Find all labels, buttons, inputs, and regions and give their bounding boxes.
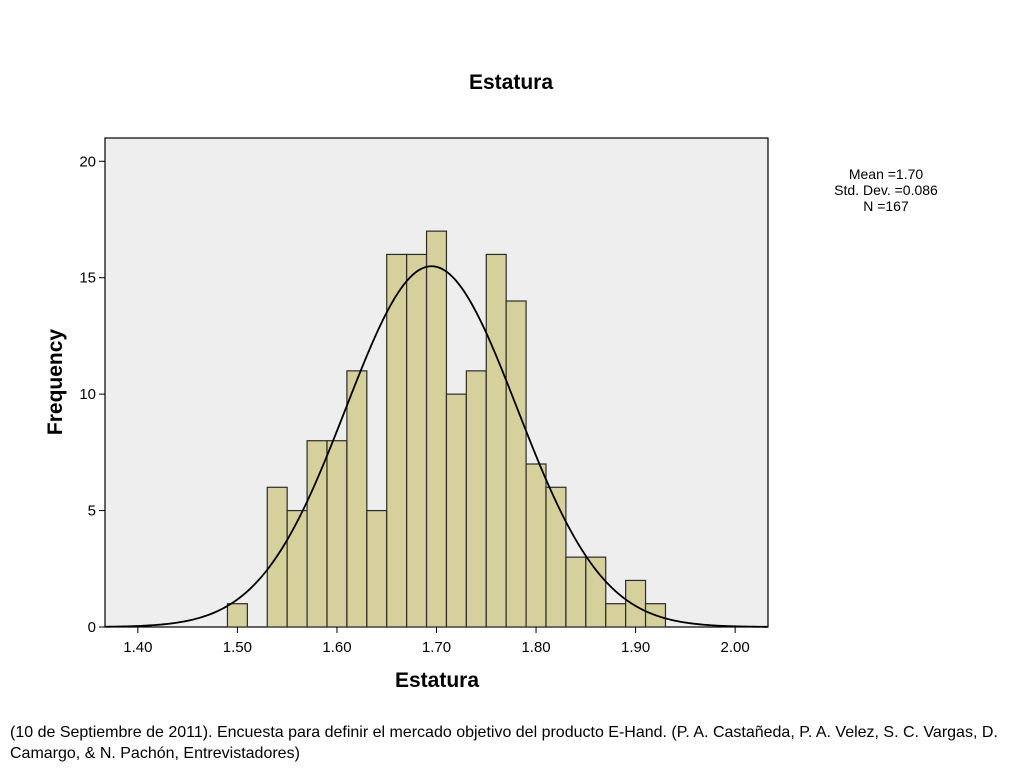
stats-n: N =167: [863, 198, 909, 214]
x-tick-label: 2.00: [721, 639, 750, 656]
x-tick-label: 1.90: [621, 639, 650, 656]
histogram-bar-12: [485, 253, 507, 628]
histogram-bar-19: [625, 579, 647, 628]
stats-std-dev: Std. Dev. =0.086: [834, 182, 938, 198]
x-tick-label: 1.80: [521, 639, 550, 656]
histogram-bar-14: [525, 463, 547, 628]
x-tick-label: 1.60: [322, 639, 351, 656]
y-tick-label: 15: [79, 270, 96, 287]
y-axis-label: Frequency: [44, 329, 67, 436]
histogram-bar-6: [366, 509, 388, 628]
histogram-bar-5: [346, 370, 368, 628]
histogram-bar-7: [386, 253, 408, 628]
histogram-bar-2: [286, 509, 308, 628]
x-axis-ticks: 1.40 1.50 1.60 1.70 1.80 1.90 2.00: [123, 627, 750, 656]
histogram-bar-3: [306, 440, 328, 628]
histogram-bar-8: [406, 253, 428, 628]
histogram-bar-15: [545, 486, 567, 628]
histogram-bar-18: [605, 603, 627, 628]
histogram-bar-9: [425, 230, 448, 628]
y-tick-label: 20: [79, 153, 96, 170]
histogram-bar-4: [326, 440, 348, 628]
y-tick-label: 0: [88, 619, 96, 636]
y-axis-ticks: 0 5 10 15 20: [79, 153, 105, 636]
normal-curve: [104, 265, 769, 628]
histogram-bar-13: [505, 300, 527, 628]
chart-title: Estatura: [469, 71, 553, 94]
y-tick-label: 5: [88, 503, 96, 520]
x-tick-label: 1.50: [223, 639, 252, 656]
x-axis-label: Estatura: [395, 669, 479, 692]
x-tick-label: 1.40: [123, 639, 152, 656]
histogram-bar-10: [445, 393, 467, 628]
histogram-bar-16: [565, 556, 587, 628]
histogram-bar-11: [465, 370, 487, 628]
stats-mean: Mean =1.70: [848, 166, 924, 182]
y-tick-label: 10: [79, 386, 96, 403]
histogram-bar-0: [226, 603, 248, 628]
x-tick-label: 1.70: [422, 639, 451, 656]
histogram-bar-17: [585, 556, 607, 628]
citation-text: (10 de Septiembre de 2011). Encuesta par…: [10, 724, 998, 762]
histogram-bars: [226, 230, 667, 628]
